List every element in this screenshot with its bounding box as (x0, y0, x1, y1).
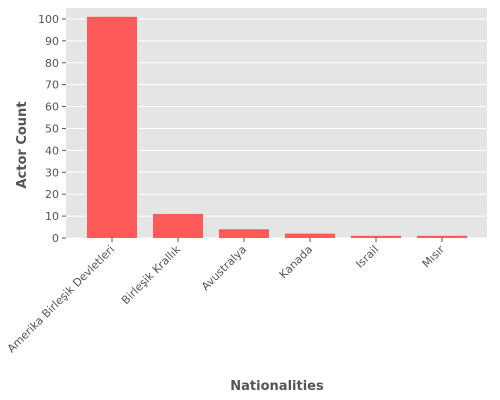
y-tick-label: 10 (45, 210, 59, 223)
x-tick-label: Amerika Birleşik Devletleri (5, 243, 117, 355)
y-tick-label: 90 (45, 35, 59, 48)
y-tick-label: 40 (45, 144, 59, 157)
y-tick-label: 30 (45, 166, 59, 179)
y-axis-ticks: 0 10 20 30 40 50 60 70 80 90 100 (38, 13, 66, 245)
bar (351, 235, 401, 238)
x-tick-label: Mısır (420, 243, 448, 271)
y-tick-label: 20 (45, 188, 59, 201)
x-axis-ticks: Amerika Birleşik Devletleri Birleşik Kral… (5, 238, 448, 355)
x-tick-label: Avustralya (199, 243, 249, 293)
bar (219, 229, 269, 238)
x-axis-title: Nationalities (230, 379, 324, 394)
y-tick-label: 50 (45, 122, 59, 135)
y-axis-title: Actor Count (15, 101, 30, 188)
y-tick-label: 70 (45, 79, 59, 92)
y-tick-label: 0 (52, 232, 59, 245)
y-tick-label: 100 (38, 13, 59, 26)
bar (87, 16, 137, 239)
x-tick-label: Israil (353, 243, 381, 271)
bar (153, 213, 203, 238)
y-tick-label: 60 (45, 101, 59, 114)
x-tick-label: Kanada (277, 243, 315, 281)
y-tick-label: 80 (45, 57, 59, 70)
bar (417, 235, 467, 238)
bars (87, 16, 467, 239)
bar (285, 233, 335, 238)
x-tick-label: Birleşik Krallık (119, 242, 184, 307)
